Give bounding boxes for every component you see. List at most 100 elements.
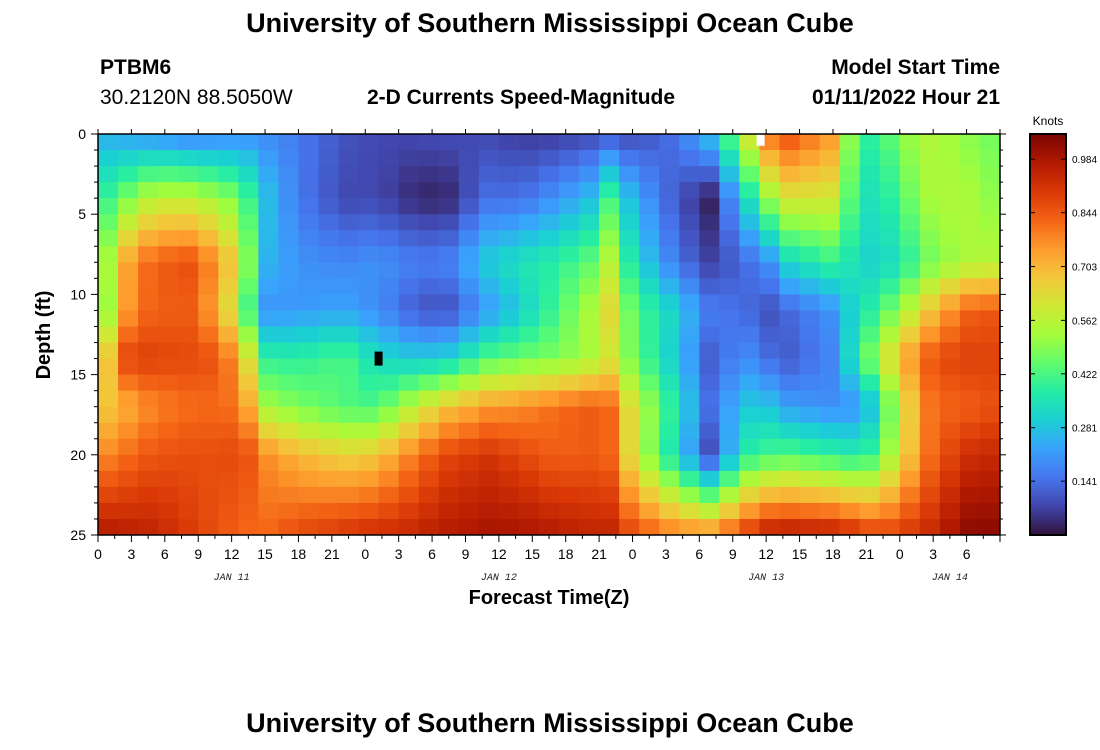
heatmap-cell (238, 438, 259, 456)
heatmap-cell (759, 470, 781, 488)
heatmap-cell (298, 518, 320, 535)
heatmap-cell (238, 294, 259, 312)
heatmap-cell (318, 438, 340, 456)
heatmap-cell (919, 406, 941, 424)
heatmap-cell (559, 182, 580, 199)
heatmap-cell (879, 390, 901, 408)
heatmap-cell (498, 486, 520, 504)
heatmap-cell (779, 374, 801, 392)
heatmap-cell (478, 262, 500, 279)
heatmap-cell (338, 150, 360, 167)
heatmap-cell (719, 230, 741, 247)
heatmap-cell (358, 230, 380, 247)
heatmap-cell (559, 438, 580, 456)
heatmap-cell (178, 470, 199, 488)
heatmap-cell (679, 134, 700, 151)
heatmap-cell (98, 150, 119, 167)
heatmap-cell (859, 422, 881, 440)
heatmap-cell (879, 502, 901, 520)
heatmap-cell (859, 214, 881, 231)
heatmap-cell (158, 438, 179, 456)
heatmap-cell (298, 454, 320, 472)
heatmap-cell (258, 342, 279, 360)
heatmap-cell (639, 134, 660, 151)
heatmap-cell (859, 262, 881, 279)
heatmap-cell (358, 246, 380, 263)
heatmap-cell (218, 486, 239, 504)
heatmap-cell (599, 230, 620, 247)
heatmap-cell (579, 438, 600, 456)
heatmap-cell (779, 358, 801, 376)
heatmap-cell (178, 278, 199, 295)
heatmap-cell (939, 470, 961, 488)
heatmap-cell (238, 246, 259, 263)
heatmap-cell (138, 262, 159, 279)
heatmap-cell (398, 342, 420, 360)
heatmap-cell (979, 518, 1000, 535)
heatmap-cell (278, 182, 300, 199)
heatmap-cell (398, 470, 420, 488)
heatmap-cell (98, 198, 119, 215)
heatmap-cell (919, 422, 941, 440)
heatmap-cell (138, 230, 159, 247)
heatmap-cell (719, 310, 741, 328)
heatmap-cell (579, 262, 600, 279)
heatmap-cell (899, 358, 921, 376)
heatmap-cell (118, 182, 139, 199)
heatmap-cell (138, 422, 159, 440)
heatmap-cell (518, 262, 540, 279)
heatmap-cell (839, 406, 861, 424)
heatmap-cell (619, 246, 640, 263)
heatmap-cell (639, 150, 660, 167)
colorbar-gradient (1029, 133, 1067, 536)
heatmap-cell (599, 182, 620, 199)
heatmap-cell (659, 134, 680, 151)
heatmap-cell (338, 422, 360, 440)
heatmap-cell (358, 486, 380, 504)
heatmap-cell (338, 134, 360, 151)
heatmap-cell (879, 406, 901, 424)
heatmap-cell (859, 406, 881, 424)
heatmap-cell (418, 134, 440, 151)
heatmap-cell (939, 438, 961, 456)
heatmap-cell (178, 246, 199, 263)
heatmap-cell (518, 374, 540, 392)
heatmap-cell (218, 166, 239, 183)
heatmap-cell (338, 182, 360, 199)
heatmap-cell (298, 230, 320, 247)
heatmap-cell (819, 278, 841, 295)
heatmap-cell (739, 230, 761, 247)
heatmap-cell (619, 230, 640, 247)
heatmap-cell (118, 438, 139, 456)
heatmap-cell (599, 134, 620, 151)
heatmap-cell (679, 342, 700, 360)
heatmap-cell (198, 150, 219, 167)
heatmap-cell (258, 454, 279, 472)
heatmap-cell (298, 406, 320, 424)
heatmap-cell (719, 390, 741, 408)
heatmap-cell (559, 230, 580, 247)
heatmap-cell (559, 518, 580, 535)
heatmap-cell (238, 390, 259, 408)
heatmap-cell (398, 422, 420, 440)
heatmap-cell (819, 438, 841, 456)
heatmap-cell (178, 166, 199, 183)
heatmap-cell (839, 246, 861, 263)
heatmap-cell (739, 246, 761, 263)
heatmap-cell (358, 150, 380, 167)
heatmap-cell (579, 166, 600, 183)
heatmap-cell (418, 406, 440, 424)
heatmap-cell (779, 438, 801, 456)
heatmap-cell (538, 246, 560, 263)
heatmap-cell (418, 438, 440, 456)
heatmap-cell (438, 262, 460, 279)
heatmap-cell (498, 470, 520, 488)
heatmap-cell (258, 262, 279, 279)
heatmap-cell (639, 230, 660, 247)
heatmap-cell (518, 230, 540, 247)
heatmap-cell (358, 454, 380, 472)
heatmap-cell (939, 422, 961, 440)
heatmap-cell (258, 438, 279, 456)
heatmap-cell (979, 310, 1000, 328)
heatmap-cell (579, 486, 600, 504)
